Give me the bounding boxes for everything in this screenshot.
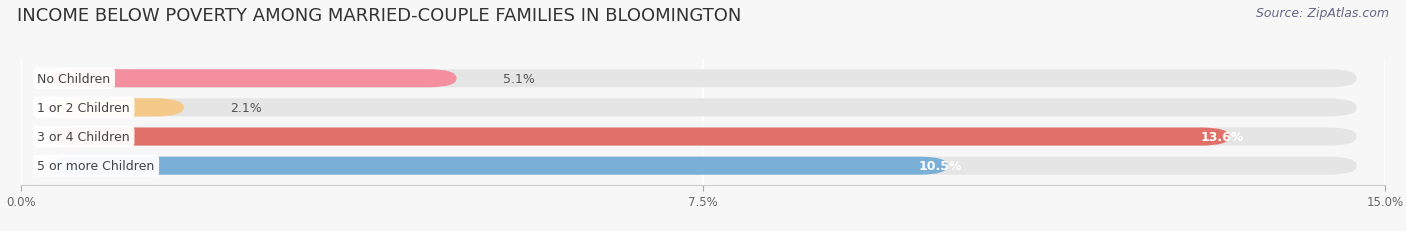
FancyBboxPatch shape [49, 157, 1357, 175]
FancyBboxPatch shape [49, 99, 184, 117]
Text: 3 or 4 Children: 3 or 4 Children [38, 131, 131, 143]
Text: 5.1%: 5.1% [503, 73, 534, 85]
FancyBboxPatch shape [49, 157, 948, 175]
FancyBboxPatch shape [49, 70, 457, 88]
Text: 10.5%: 10.5% [918, 159, 962, 172]
Text: 2.1%: 2.1% [231, 101, 262, 114]
Text: 13.6%: 13.6% [1201, 131, 1244, 143]
FancyBboxPatch shape [49, 128, 1357, 146]
Text: 5 or more Children: 5 or more Children [38, 159, 155, 172]
Text: Source: ZipAtlas.com: Source: ZipAtlas.com [1256, 7, 1389, 20]
FancyBboxPatch shape [49, 128, 1229, 146]
FancyBboxPatch shape [49, 99, 1357, 117]
Text: INCOME BELOW POVERTY AMONG MARRIED-COUPLE FAMILIES IN BLOOMINGTON: INCOME BELOW POVERTY AMONG MARRIED-COUPL… [17, 7, 741, 25]
FancyBboxPatch shape [49, 70, 1357, 88]
Text: 1 or 2 Children: 1 or 2 Children [38, 101, 131, 114]
Text: No Children: No Children [38, 73, 111, 85]
